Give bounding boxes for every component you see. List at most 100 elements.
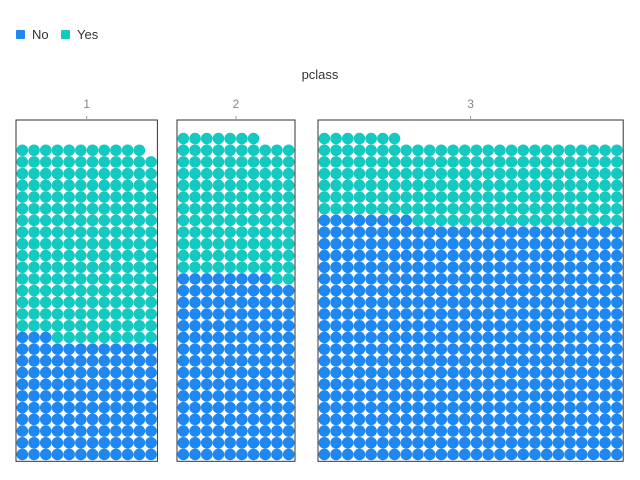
waffle-dot-yes[interactable] (110, 226, 122, 238)
waffle-dot-no[interactable] (458, 226, 471, 238)
waffle-dot-no[interactable] (552, 238, 565, 250)
waffle-dot-no[interactable] (423, 308, 436, 320)
waffle-dot-no[interactable] (564, 226, 576, 238)
waffle-dot-no[interactable] (529, 390, 541, 402)
waffle-dot-yes[interactable] (86, 191, 99, 203)
waffle-dot-no[interactable] (470, 249, 483, 262)
waffle-dot-no[interactable] (282, 401, 295, 414)
waffle-dot-no[interactable] (377, 319, 389, 332)
waffle-dot-no[interactable] (259, 355, 272, 367)
waffle-dot-yes[interactable] (110, 202, 122, 215)
waffle-dot-no[interactable] (121, 390, 134, 402)
waffle-dot-yes[interactable] (39, 249, 52, 262)
waffle-dot-yes[interactable] (145, 156, 157, 168)
waffle-dot-yes[interactable] (63, 296, 75, 309)
waffle-dot-no[interactable] (212, 308, 225, 320)
waffle-dot-yes[interactable] (482, 191, 494, 203)
waffle-dot-no[interactable] (412, 331, 424, 344)
waffle-dot-no[interactable] (494, 378, 506, 391)
waffle-dot-yes[interactable] (611, 144, 623, 157)
waffle-dot-no[interactable] (540, 378, 553, 391)
waffle-dot-no[interactable] (458, 308, 471, 320)
waffle-dot-no[interactable] (341, 226, 354, 238)
waffle-dot-yes[interactable] (200, 214, 213, 227)
waffle-dot-yes[interactable] (552, 167, 565, 180)
waffle-dot-no[interactable] (611, 390, 623, 402)
waffle-dot-yes[interactable] (86, 308, 99, 320)
waffle-dot-no[interactable] (388, 355, 401, 367)
waffle-dot-yes[interactable] (271, 214, 283, 227)
waffle-dot-no[interactable] (224, 378, 236, 391)
waffle-dot-no[interactable] (318, 319, 331, 332)
waffle-dot-no[interactable] (341, 378, 354, 391)
waffle-dot-yes[interactable] (39, 226, 52, 238)
waffle-dot-no[interactable] (458, 366, 471, 379)
waffle-dot-no[interactable] (505, 425, 518, 437)
waffle-dot-no[interactable] (435, 390, 448, 402)
waffle-dot-yes[interactable] (400, 144, 413, 157)
waffle-dot-yes[interactable] (330, 167, 342, 180)
waffle-dot-no[interactable] (86, 436, 99, 449)
waffle-dot-no[interactable] (200, 355, 213, 367)
waffle-dot-no[interactable] (16, 355, 29, 367)
waffle-dot-no[interactable] (271, 425, 283, 437)
waffle-dot-yes[interactable] (482, 144, 494, 157)
waffle-dot-yes[interactable] (75, 319, 87, 332)
waffle-dot-yes[interactable] (110, 144, 122, 157)
waffle-dot-no[interactable] (365, 343, 377, 355)
waffle-dot-no[interactable] (189, 284, 201, 297)
waffle-dot-yes[interactable] (63, 238, 75, 250)
waffle-dot-no[interactable] (212, 319, 225, 332)
waffle-dot-yes[interactable] (51, 202, 64, 215)
waffle-dot-no[interactable] (575, 448, 588, 461)
waffle-dot-no[interactable] (494, 284, 506, 297)
waffle-dot-no[interactable] (400, 308, 413, 320)
waffle-dot-no[interactable] (259, 331, 272, 344)
waffle-dot-no[interactable] (377, 448, 389, 461)
waffle-dot-yes[interactable] (145, 308, 157, 320)
waffle-dot-no[interactable] (39, 343, 52, 355)
waffle-dot-yes[interactable] (470, 167, 483, 180)
waffle-dot-no[interactable] (212, 296, 225, 309)
waffle-dot-yes[interactable] (271, 238, 283, 250)
waffle-dot-yes[interactable] (75, 167, 87, 180)
waffle-dot-yes[interactable] (482, 156, 494, 168)
waffle-dot-yes[interactable] (282, 261, 295, 274)
waffle-dot-yes[interactable] (39, 156, 52, 168)
waffle-dot-no[interactable] (16, 331, 29, 344)
waffle-dot-yes[interactable] (505, 202, 518, 215)
waffle-dot-yes[interactable] (330, 132, 342, 145)
waffle-dot-yes[interactable] (75, 238, 87, 250)
waffle-dot-yes[interactable] (86, 167, 99, 180)
waffle-dot-yes[interactable] (236, 144, 248, 157)
waffle-dot-no[interactable] (435, 413, 448, 426)
waffle-dot-no[interactable] (365, 308, 377, 320)
waffle-dot-yes[interactable] (110, 284, 122, 297)
waffle-dot-yes[interactable] (517, 167, 530, 180)
waffle-dot-no[interactable] (575, 343, 588, 355)
waffle-dot-no[interactable] (133, 378, 146, 391)
waffle-dot-no[interactable] (552, 355, 565, 367)
waffle-dot-no[interactable] (133, 413, 146, 426)
waffle-dot-no[interactable] (575, 308, 588, 320)
waffle-dot-no[interactable] (599, 273, 611, 285)
waffle-dot-no[interactable] (121, 366, 134, 379)
waffle-dot-no[interactable] (423, 319, 436, 332)
waffle-dot-yes[interactable] (564, 202, 576, 215)
waffle-dot-yes[interactable] (98, 167, 111, 180)
waffle-dot-no[interactable] (482, 366, 494, 379)
waffle-dot-no[interactable] (247, 331, 260, 344)
waffle-dot-yes[interactable] (133, 202, 146, 215)
waffle-dot-no[interactable] (63, 343, 75, 355)
waffle-dot-yes[interactable] (75, 202, 87, 215)
waffle-dot-no[interactable] (318, 331, 331, 344)
waffle-dot-no[interactable] (388, 331, 401, 344)
waffle-dot-yes[interactable] (236, 214, 248, 227)
waffle-dot-no[interactable] (412, 319, 424, 332)
waffle-dot-yes[interactable] (458, 191, 471, 203)
waffle-dot-no[interactable] (28, 401, 40, 414)
waffle-dot-yes[interactable] (98, 261, 111, 274)
waffle-dot-yes[interactable] (110, 167, 122, 180)
waffle-dot-no[interactable] (189, 366, 201, 379)
waffle-dot-no[interactable] (447, 249, 459, 262)
